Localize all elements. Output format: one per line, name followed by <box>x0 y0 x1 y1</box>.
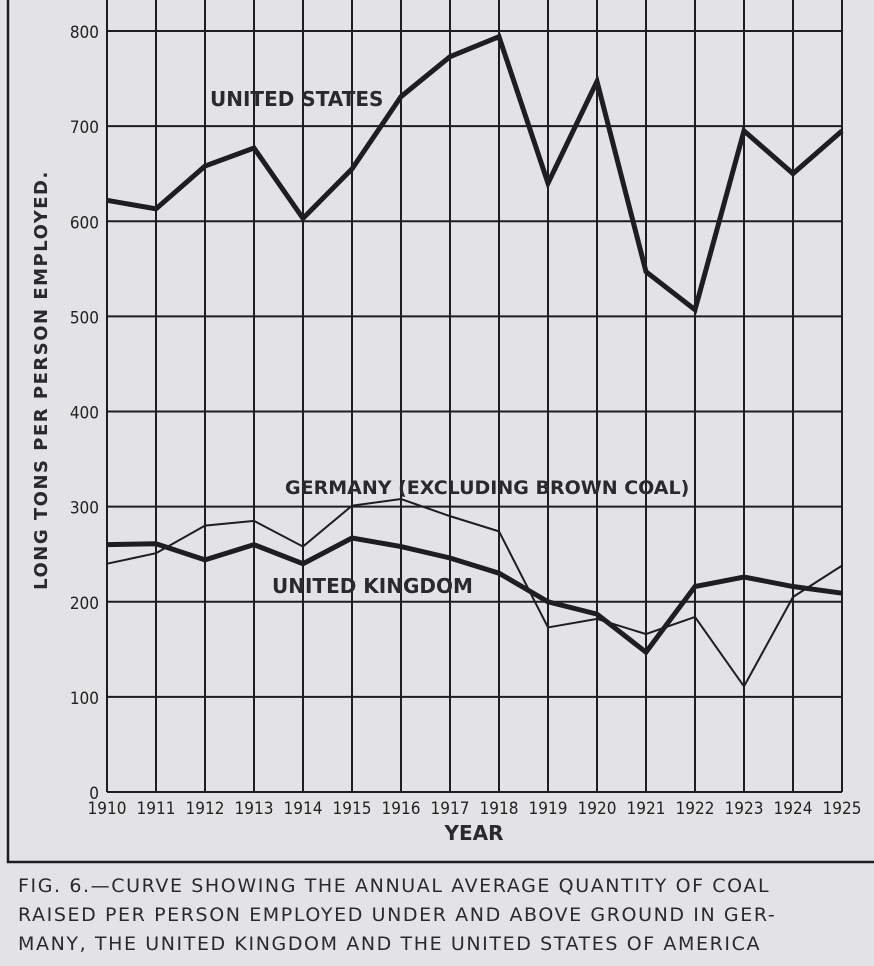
y-tick-500: 500 <box>70 308 99 328</box>
y-axis-title: LONG TONS PER PERSON EMPLOYED. <box>31 170 52 590</box>
series-label-united-states: UNITED STATES <box>210 87 383 111</box>
x-tick-1925: 1925 <box>823 799 862 819</box>
series-line-2 <box>106 535 843 656</box>
y-tick-600: 600 <box>70 213 99 233</box>
y-tick-100: 100 <box>70 689 99 709</box>
x-tick-1914: 1914 <box>284 799 323 819</box>
grid <box>106 0 843 793</box>
y-tick-300: 300 <box>70 499 99 519</box>
series-label-germany: GERMANY (EXCLUDING BROWN COAL) <box>285 477 689 499</box>
x-tick-1918: 1918 <box>480 799 519 819</box>
x-tick-1922: 1922 <box>676 799 715 819</box>
x-axis-title: YEAR <box>443 821 503 845</box>
series-line-0 <box>106 33 844 314</box>
x-tick-1913: 1913 <box>235 799 274 819</box>
y-tick-800: 800 <box>70 23 99 43</box>
x-tick-1915: 1915 <box>333 799 372 819</box>
tick-labels: 1910 1911 1912 1913 1914 1915 1916 1917 1918 1919… <box>70 23 862 819</box>
x-tick-1917: 1917 <box>431 799 470 819</box>
figure-frame <box>6 0 874 864</box>
x-tick-1916: 1916 <box>382 799 421 819</box>
y-tick-200: 200 <box>70 594 99 614</box>
figure-caption: FIG. 6.—CURVE SHOWING THE ANNUAL AVERAGE… <box>18 872 874 959</box>
x-tick-1924: 1924 <box>774 799 813 819</box>
x-tick-1920: 1920 <box>578 799 617 819</box>
x-tick-1919: 1919 <box>529 799 568 819</box>
series-label-united-kingdom: UNITED KINGDOM <box>272 574 473 598</box>
y-tick-700: 700 <box>70 118 99 138</box>
y-tick-0: 0 <box>89 784 99 804</box>
caption-line-1: FIG. 6.—CURVE SHOWING THE ANNUAL AVERAGE… <box>18 875 771 897</box>
caption-line-3: MANY, THE UNITED KINGDOM AND THE UNITED … <box>18 933 762 955</box>
series-line-1 <box>106 497 843 689</box>
series-lines <box>106 33 844 689</box>
x-tick-1923: 1923 <box>725 799 764 819</box>
x-tick-1910: 1910 <box>88 799 127 819</box>
caption-line-2: RAISED PER PERSON EMPLOYED UNDER AND ABO… <box>18 904 777 926</box>
x-tick-1912: 1912 <box>186 799 225 819</box>
x-tick-1911: 1911 <box>137 799 176 819</box>
x-tick-1921: 1921 <box>627 799 666 819</box>
y-tick-400: 400 <box>70 404 99 424</box>
